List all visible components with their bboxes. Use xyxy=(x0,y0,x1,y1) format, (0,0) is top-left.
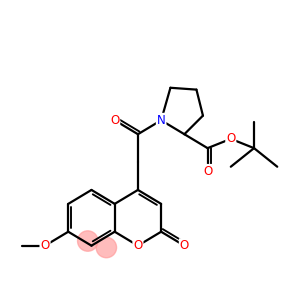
Text: O: O xyxy=(203,165,212,178)
Text: O: O xyxy=(133,239,142,252)
Circle shape xyxy=(78,231,98,251)
Text: O: O xyxy=(110,114,119,127)
Text: O: O xyxy=(180,239,189,252)
Text: O: O xyxy=(40,239,50,252)
Text: O: O xyxy=(226,132,236,146)
Circle shape xyxy=(96,237,117,258)
Text: N: N xyxy=(157,114,166,127)
